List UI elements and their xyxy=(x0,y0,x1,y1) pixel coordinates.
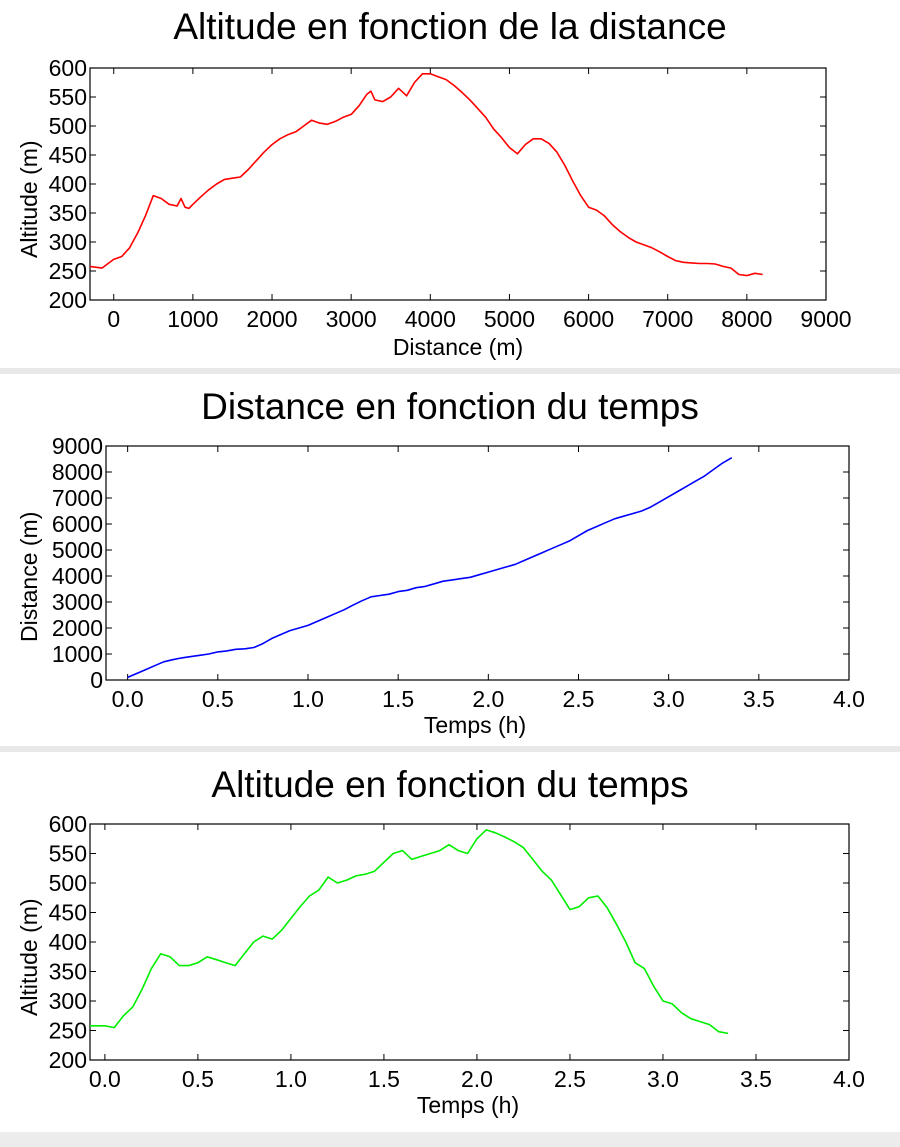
x-tick-label: 1.5 xyxy=(368,1066,400,1092)
chart-title: Altitude en fonction de la distance xyxy=(173,6,727,47)
y-tick-label: 350 xyxy=(49,200,87,226)
y-tick-label: 300 xyxy=(49,229,87,255)
y-tick-label: 400 xyxy=(49,929,87,955)
x-tick-label: 3000 xyxy=(326,306,377,332)
y-tick-label: 0 xyxy=(90,667,103,693)
x-tick-label: 2.0 xyxy=(472,686,504,712)
series-line xyxy=(90,829,729,1035)
chart-title: Distance en fonction du temps xyxy=(201,386,699,427)
x-tick-label: 3.0 xyxy=(653,686,685,712)
x-axis-label: Temps (h) xyxy=(423,712,527,738)
chart-panel-3: Altitude en fonction du temps 200 250 300 3… xyxy=(0,752,900,1132)
plot-frame xyxy=(89,67,827,301)
x-axis-label: Temps (h) xyxy=(416,1092,520,1118)
x-tick-label: 2.5 xyxy=(554,1066,586,1092)
panel-separator xyxy=(0,746,900,752)
y-tick-label: 550 xyxy=(49,84,87,110)
plot-frame xyxy=(89,823,850,1061)
x-tick-label: 3.5 xyxy=(743,686,775,712)
x-tick-label: 1.0 xyxy=(292,686,324,712)
y-tick-label: 250 xyxy=(49,1018,87,1044)
x-tick-label: 4000 xyxy=(405,306,456,332)
chart-panel-1: Altitude en fonction de la distance 200 2… xyxy=(0,0,900,368)
y-tick-label: 600 xyxy=(49,55,87,81)
x-tick-label: 1.0 xyxy=(275,1066,307,1092)
x-tick-label: 8000 xyxy=(721,306,772,332)
y-tick-label: 600 xyxy=(49,811,87,837)
panel-separator xyxy=(0,368,900,374)
y-tick-label: 300 xyxy=(49,988,87,1014)
series-line xyxy=(89,73,763,277)
x-tick-label: 1000 xyxy=(167,306,218,332)
y-tick-label: 500 xyxy=(49,870,87,896)
x-tick-label: 0.5 xyxy=(182,1066,214,1092)
y-axis-label: Altitude (m) xyxy=(16,898,42,1016)
y-tick-label: 200 xyxy=(49,1047,87,1073)
y-tick-label: 350 xyxy=(49,959,87,985)
series-line xyxy=(127,457,733,679)
y-tick-label: 450 xyxy=(49,142,87,168)
x-tick-label: 0.0 xyxy=(112,686,144,712)
x-tick-label: 9000 xyxy=(800,306,851,332)
x-tick-label: 0 xyxy=(107,306,120,332)
x-axis-label: Distance (m) xyxy=(392,334,524,360)
plot-frame xyxy=(105,445,850,681)
panel-separator xyxy=(0,1132,900,1147)
y-tick-label: 1000 xyxy=(52,641,103,667)
x-tick-label: 4.0 xyxy=(833,1066,865,1092)
y-tick-label: 400 xyxy=(49,171,87,197)
y-axis-label: Altitude (m) xyxy=(16,140,42,258)
x-tick-label: 0.5 xyxy=(202,686,234,712)
x-tick-label: 0.0 xyxy=(89,1066,121,1092)
y-tick-label: 500 xyxy=(49,113,87,139)
x-tick-label: 3.0 xyxy=(647,1066,679,1092)
x-tick-label: 5000 xyxy=(484,306,535,332)
x-tick-label: 7000 xyxy=(642,306,693,332)
y-tick-label: 8000 xyxy=(52,459,103,485)
chart-title: Altitude en fonction du temps xyxy=(211,764,689,805)
y-tick-label: 3000 xyxy=(52,589,103,615)
x-tick-label: 1.5 xyxy=(382,686,414,712)
y-tick-label: 5000 xyxy=(52,537,103,563)
y-tick-label: 550 xyxy=(49,841,87,867)
x-tick-label: 2.0 xyxy=(461,1066,493,1092)
x-tick-label: 6000 xyxy=(563,306,614,332)
chart-panel-2: Distance en fonction du temps 0 1000 2000 3… xyxy=(0,374,900,746)
y-tick-label: 6000 xyxy=(52,511,103,537)
x-tick-label: 2000 xyxy=(246,306,297,332)
x-tick-label: 3.5 xyxy=(740,1066,772,1092)
chart-svg: 200 250 300 350 400 450 500 550 600 0.0 0.5 1.0 1.5 2… xyxy=(49,811,865,1092)
y-axis-label: Distance (m) xyxy=(16,511,42,642)
y-tick-label: 250 xyxy=(49,258,87,284)
y-tick-label: 200 xyxy=(49,287,87,313)
y-tick-label: 450 xyxy=(49,900,87,926)
x-tick-label: 4.0 xyxy=(833,686,865,712)
y-tick-label: 2000 xyxy=(52,615,103,641)
y-tick-label: 4000 xyxy=(52,563,103,589)
y-tick-label: 9000 xyxy=(52,433,103,459)
y-tick-label: 7000 xyxy=(52,485,103,511)
x-tick-label: 2.5 xyxy=(562,686,594,712)
